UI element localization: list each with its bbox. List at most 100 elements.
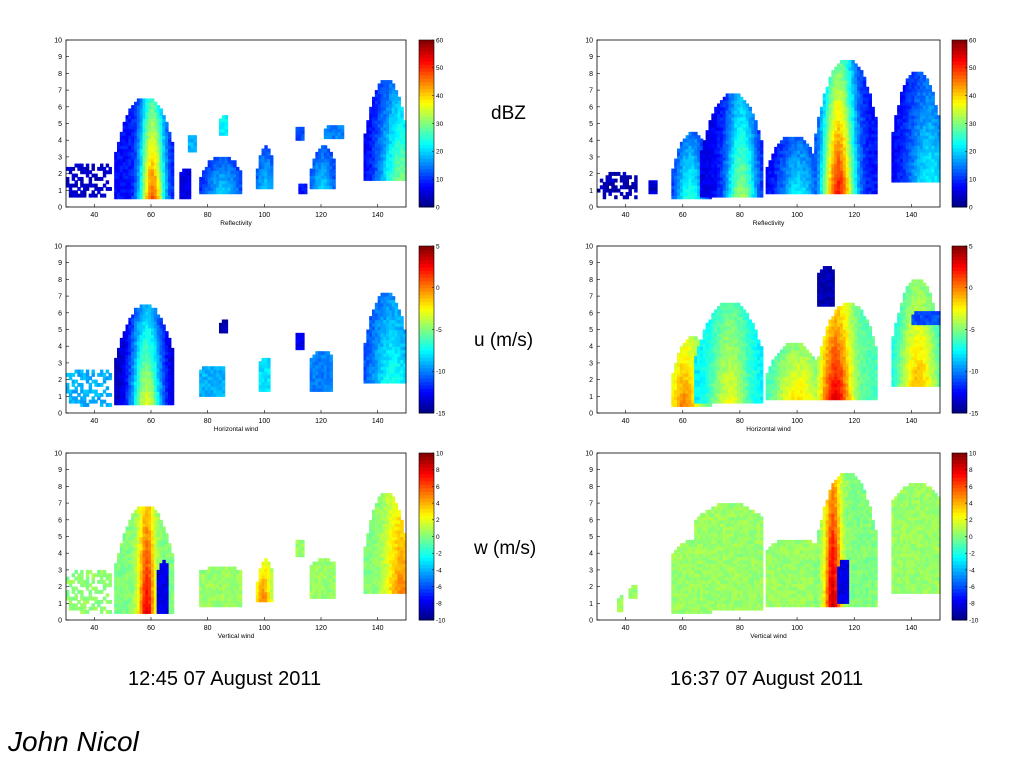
y-tick-label: 3 [58, 154, 62, 161]
colorbar-swatch [419, 96, 434, 100]
y-tick-label: 1 [58, 601, 62, 608]
data-cell [301, 127, 304, 131]
x-tick-label: 40 [90, 625, 98, 632]
colorbar-swatch [419, 543, 434, 547]
x-tick-label: 80 [204, 418, 212, 425]
data-cell [304, 184, 307, 188]
colorbar-swatch [419, 460, 434, 464]
data-cell [222, 366, 225, 370]
y-tick-label: 4 [58, 344, 62, 351]
data-cell [341, 125, 344, 129]
colorbar-swatch [419, 575, 434, 579]
y-tick-label: 3 [58, 567, 62, 574]
x-tick-label: 120 [315, 418, 327, 425]
colorbar-swatch [419, 162, 434, 166]
colorbar-swatch [419, 57, 434, 61]
colorbar-swatch [419, 571, 434, 575]
colorbar-swatch [419, 491, 434, 495]
colorbar-swatch [419, 82, 434, 86]
colorbar-swatch [419, 330, 434, 334]
colorbar-tick-label: 0 [436, 285, 440, 292]
colorbar-swatch [419, 488, 434, 492]
colorbar-swatch [419, 110, 434, 114]
colorbar-swatch [419, 596, 434, 600]
data-region [310, 558, 336, 599]
colorbar-tick-label: 6 [436, 484, 440, 491]
x-tick-label: 100 [258, 625, 270, 632]
colorbar-swatch [419, 319, 434, 323]
data-cell [109, 393, 112, 397]
colorbar-swatch [419, 176, 434, 180]
x-tick-label: 40 [90, 418, 98, 425]
colorbar-swatch [419, 309, 434, 313]
data-cell [395, 503, 398, 507]
y-tick-label: 4 [58, 138, 62, 145]
colorbar-swatch [419, 61, 434, 65]
colorbar-swatch [419, 256, 434, 260]
data-cell [171, 348, 174, 352]
data-cell [154, 308, 157, 312]
colorbar-swatch [419, 505, 434, 509]
data-cell [165, 122, 168, 126]
colorbar-tick-label: 60 [436, 37, 444, 44]
colorbar-swatch [419, 148, 434, 152]
colorbar-swatch [419, 263, 434, 267]
data-cell [267, 149, 270, 153]
data-region [199, 567, 242, 608]
colorbar-swatch [419, 470, 434, 474]
data-cell [194, 135, 197, 139]
colorbar-tick-label: 5 [436, 243, 440, 250]
data-cell [66, 590, 69, 594]
data-cell [109, 600, 112, 604]
data-cell [400, 520, 403, 524]
colorbar-swatch [419, 533, 434, 537]
colorbar-swatch [419, 547, 434, 551]
data-cell [109, 167, 112, 171]
data-cell [109, 187, 112, 191]
colorbar-swatch [419, 589, 434, 593]
colorbar-swatch [419, 375, 434, 379]
colorbar-swatch [419, 613, 434, 617]
data-cell [188, 169, 191, 173]
data-cell [109, 610, 112, 614]
y-tick-label: 7 [58, 88, 62, 95]
data-cell [86, 370, 89, 374]
colorbar-swatch [419, 382, 434, 386]
colorbar-swatch [419, 117, 434, 121]
colorbar: -15-10-505 [419, 243, 446, 417]
colorbar-swatch [419, 516, 434, 520]
data-cell [330, 355, 333, 359]
colorbar-swatch [419, 347, 434, 351]
y-tick-label: 6 [58, 517, 62, 524]
data-cell [80, 570, 83, 574]
data-cell [332, 159, 335, 163]
data-cell [225, 115, 228, 119]
colorbar-swatch [419, 340, 434, 344]
data-cell [168, 543, 171, 547]
colorbar-swatch [419, 302, 434, 306]
data-cell [614, 179, 617, 183]
x-tick-label: 60 [147, 418, 155, 425]
data-cell [66, 383, 69, 387]
data-cell [398, 97, 401, 101]
colorbar-swatch [419, 396, 434, 400]
colorbar-swatch [419, 592, 434, 596]
colorbar-swatch [419, 585, 434, 589]
data-cell [92, 370, 95, 374]
data-cell [392, 83, 395, 87]
colorbar-swatch [419, 113, 434, 117]
colorbar-swatch [419, 495, 434, 499]
x-axis-label: Reflectivity [220, 220, 252, 227]
colorbar-swatch [419, 78, 434, 82]
data-region [296, 127, 305, 141]
data-cell [106, 593, 109, 597]
y-tick-label: 6 [58, 310, 62, 317]
colorbar-swatch [419, 305, 434, 309]
colorbar-swatch [419, 537, 434, 541]
colorbar-tick-label: -8 [436, 601, 442, 608]
colorbar-swatch [419, 406, 434, 410]
data-cell [239, 570, 242, 574]
colorbar-tick-label: 20 [436, 149, 444, 156]
data-cell [301, 333, 304, 337]
